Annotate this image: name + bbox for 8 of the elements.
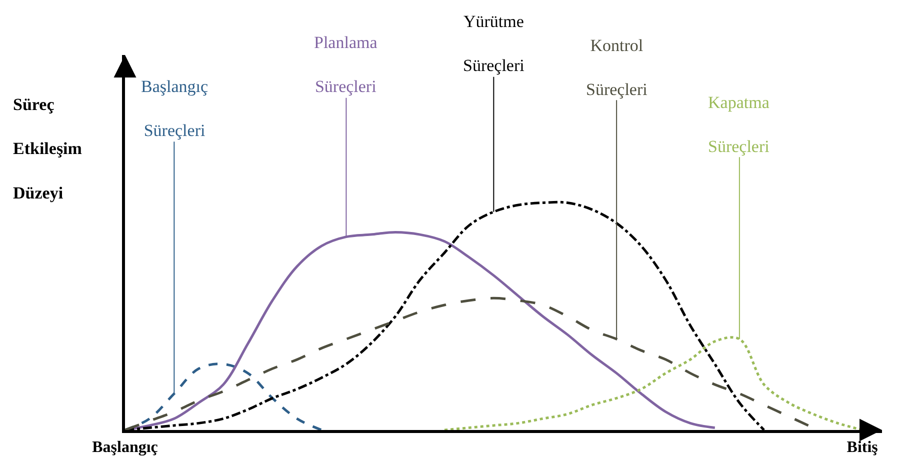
text: Kapatma Süreçleri <box>708 93 770 156</box>
x-tick-label: Bitiş <box>846 439 878 456</box>
text: Başlangıç Süreçleri <box>141 77 208 140</box>
text: Planlama Süreçleri <box>314 33 378 96</box>
text: Yürütme Süreçleri <box>463 12 524 76</box>
text: Süreç Etkileşim Düzeyi <box>13 95 82 202</box>
text: Kontrol Süreçleri <box>586 36 648 100</box>
x-tick-label: Başlangıç <box>92 439 158 456</box>
